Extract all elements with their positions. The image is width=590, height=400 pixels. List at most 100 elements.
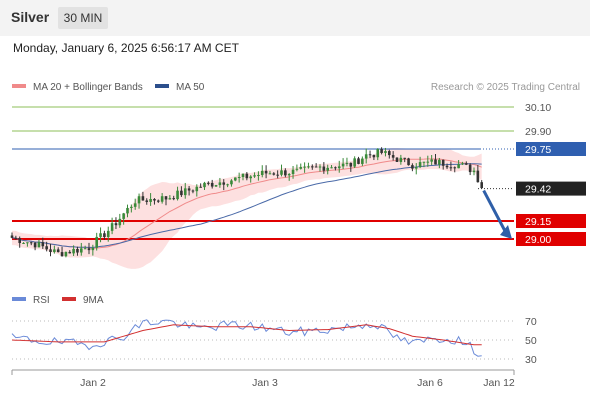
candle-body (68, 251, 72, 254)
candle-body (145, 200, 149, 202)
candle-body (334, 167, 337, 169)
candle-body (391, 155, 395, 158)
candle-body (26, 242, 29, 244)
price-level-label: 29.90 (525, 126, 551, 138)
candle-body (214, 185, 218, 187)
candle-body (380, 149, 383, 153)
candle-body (303, 166, 306, 168)
candle-body (103, 233, 106, 237)
forecast-arrow-shaft (482, 189, 507, 232)
candle-body (203, 182, 206, 188)
rsi-ma-legend-swatch (62, 297, 76, 301)
x-tick-label: Jan 12 (483, 377, 515, 389)
candle-body (430, 159, 433, 162)
candle-body (83, 248, 87, 250)
candlesticks (10, 147, 483, 258)
credit-text: Research © 2025 Trading Central (431, 82, 580, 93)
candle-body (307, 166, 310, 168)
price-level-label: 29.42 (525, 184, 551, 196)
candle-body (376, 149, 380, 158)
candle-body (164, 196, 168, 200)
ma20-legend-swatch (12, 84, 26, 88)
candle-body (291, 169, 295, 175)
candle-body (53, 249, 56, 253)
rsi-ma-line (11, 324, 482, 346)
price-level-label: 29.75 (525, 144, 551, 156)
candle-body (122, 213, 125, 219)
candle-body (438, 159, 441, 165)
candle-body (468, 164, 472, 173)
forecast-arrow-head (500, 225, 512, 239)
candle-body (87, 248, 91, 251)
candle-body (364, 154, 368, 159)
candle-body (157, 200, 160, 202)
candle-body (95, 236, 98, 248)
candle-body (253, 175, 256, 177)
candle-body (91, 247, 95, 251)
header-bar: Silver 30 MIN (0, 0, 590, 36)
timestamp: Monday, January 6, 2025 6:56:17 AM CET (13, 41, 239, 55)
rsi-tick-label: 70 (525, 316, 537, 328)
price-label-box (516, 181, 586, 196)
candle-body (168, 198, 172, 200)
candle-body (314, 166, 318, 168)
candle-body (141, 196, 145, 201)
rsi-ma-legend-label: 9MA (83, 295, 104, 306)
candle-body (249, 176, 252, 179)
candle-body (56, 249, 60, 253)
ma50-legend-swatch (155, 84, 169, 88)
candle-body (45, 246, 48, 250)
candle-body (160, 196, 164, 202)
timeframe-button[interactable]: 30 MIN (58, 7, 108, 29)
candle-body (441, 159, 445, 166)
candle-body (414, 167, 418, 169)
candle-body (118, 218, 122, 226)
candle-body (357, 158, 360, 164)
price-level-label: 29.00 (525, 234, 551, 246)
candle-body (330, 167, 333, 169)
candle-body (18, 238, 21, 244)
candle-body (276, 174, 279, 176)
x-tick-label: Jan 2 (80, 377, 106, 389)
candle-body (22, 242, 25, 244)
candle-body (37, 242, 41, 248)
ma20-line (11, 158, 482, 249)
price-level-lines (12, 106, 514, 240)
candle-body (368, 154, 372, 156)
candle-body (284, 170, 287, 176)
candle-body (465, 163, 468, 165)
candle-body (299, 167, 303, 169)
ma50-line (11, 163, 482, 248)
candle-body (461, 163, 464, 165)
candle-body (133, 203, 137, 207)
candle-body (399, 157, 403, 162)
candle-body (322, 166, 326, 171)
candle-body (295, 168, 299, 170)
candle-body (318, 166, 322, 168)
x-tick-label: Jan 6 (417, 377, 443, 389)
candle-body (180, 190, 183, 196)
candle-body (130, 206, 133, 208)
candle-body (29, 242, 33, 244)
candle-body (418, 162, 422, 168)
rsi-legend-swatch (12, 297, 26, 301)
candle-body (114, 223, 118, 226)
candle-body (287, 174, 291, 176)
candle-body (245, 173, 249, 179)
candle-body (199, 186, 202, 188)
price-label-box (516, 142, 586, 156)
candle-body (14, 237, 18, 239)
candle-body (76, 248, 79, 253)
candle-body (345, 162, 349, 164)
candle-body (172, 198, 175, 200)
candle-body (99, 233, 102, 237)
candle-body (353, 158, 356, 167)
candle-body (10, 235, 14, 238)
candle-body (311, 166, 314, 168)
candle-body (149, 199, 152, 202)
rsi-tick-label: 50 (525, 335, 537, 347)
candle-body (126, 207, 129, 214)
candle-body (234, 177, 237, 181)
